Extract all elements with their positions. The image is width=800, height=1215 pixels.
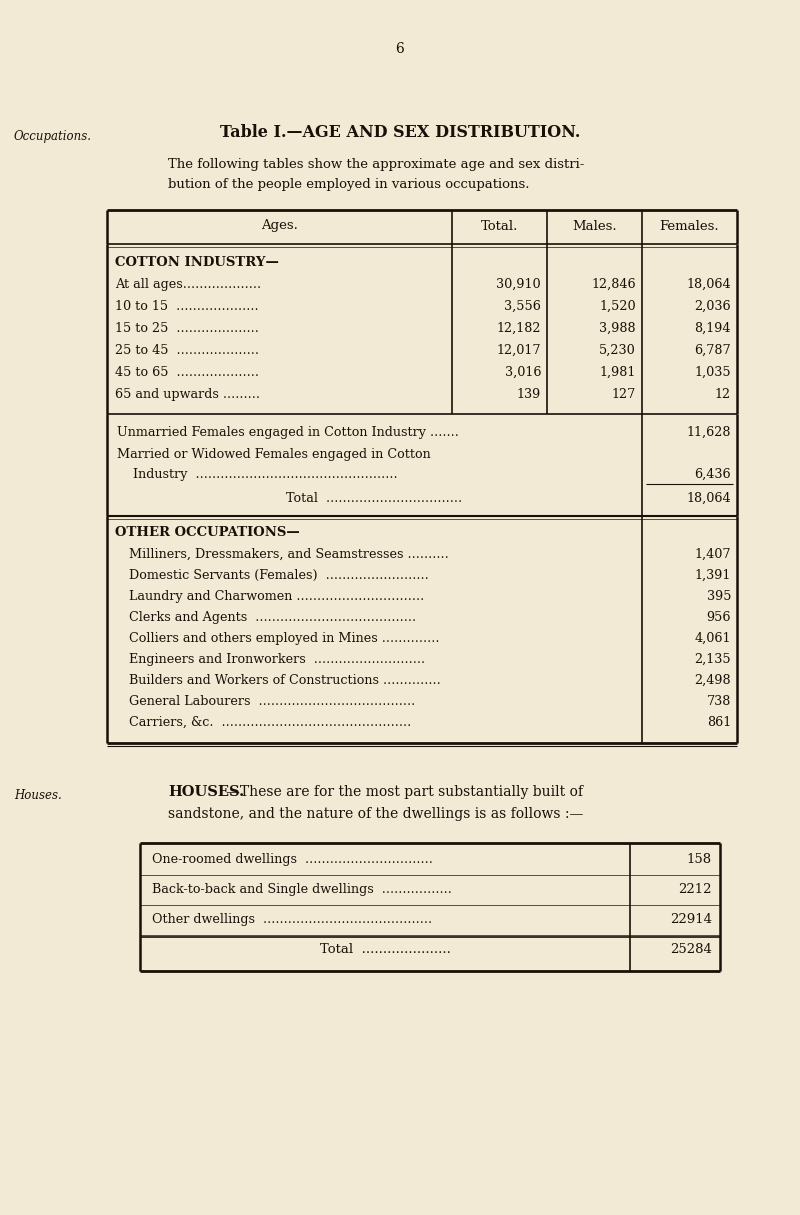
Text: Clerks and Agents  .......................................: Clerks and Agents ......................… xyxy=(129,611,416,625)
Text: 6,787: 6,787 xyxy=(694,344,731,357)
Text: Domestic Servants (Females)  .........................: Domestic Servants (Females) ............… xyxy=(129,569,429,582)
Text: Houses.: Houses. xyxy=(14,789,62,802)
Text: 2,498: 2,498 xyxy=(694,674,731,686)
Text: Industry  .................................................: Industry ...............................… xyxy=(117,468,398,481)
Text: 12,846: 12,846 xyxy=(591,278,636,292)
Text: Other dwellings  .........................................: Other dwellings ........................… xyxy=(152,912,432,926)
Text: 3,016: 3,016 xyxy=(505,366,541,379)
Text: —These are for the most part substantially built of: —These are for the most part substantial… xyxy=(226,785,583,799)
Text: 22914: 22914 xyxy=(670,912,712,926)
Text: 6,436: 6,436 xyxy=(694,468,731,481)
Text: Total  .................................: Total ................................. xyxy=(286,492,462,505)
Text: Engineers and Ironworkers  ...........................: Engineers and Ironworkers ..............… xyxy=(129,652,425,666)
Text: 8,194: 8,194 xyxy=(694,322,731,335)
Text: 11,628: 11,628 xyxy=(686,426,731,439)
Text: 3,988: 3,988 xyxy=(599,322,636,335)
Text: 1,407: 1,407 xyxy=(694,548,731,561)
Text: General Labourers  ......................................: General Labourers ......................… xyxy=(129,695,415,708)
Text: 5,230: 5,230 xyxy=(599,344,636,357)
Text: bution of the people employed in various occupations.: bution of the people employed in various… xyxy=(168,179,530,191)
Text: Carriers, &c.  ..............................................: Carriers, &c. ..........................… xyxy=(129,716,411,729)
Text: 3,556: 3,556 xyxy=(504,300,541,313)
Text: 30,910: 30,910 xyxy=(496,278,541,292)
Text: 861: 861 xyxy=(706,716,731,729)
Text: One-roomed dwellings  ...............................: One-roomed dwellings ...................… xyxy=(152,853,433,866)
Text: OTHER OCCUPATIONS—: OTHER OCCUPATIONS— xyxy=(115,526,300,539)
Text: Married or Widowed Females engaged in Cotton: Married or Widowed Females engaged in Co… xyxy=(117,448,430,460)
Text: Builders and Workers of Constructions ..............: Builders and Workers of Constructions ..… xyxy=(129,674,441,686)
Text: 2,135: 2,135 xyxy=(694,652,731,666)
Text: Females.: Females. xyxy=(660,220,719,232)
Text: COTTON INDUSTRY—: COTTON INDUSTRY— xyxy=(115,256,279,269)
Text: 956: 956 xyxy=(706,611,731,625)
Text: 25 to 45  ....................: 25 to 45 .................... xyxy=(115,344,259,357)
Text: 395: 395 xyxy=(706,590,731,603)
Text: 127: 127 xyxy=(612,388,636,401)
Text: 738: 738 xyxy=(706,695,731,708)
Text: 1,035: 1,035 xyxy=(694,366,731,379)
Text: sandstone, and the nature of the dwellings is as follows :—: sandstone, and the nature of the dwellin… xyxy=(168,807,583,821)
Text: Occupations.: Occupations. xyxy=(14,130,92,143)
Text: 12,182: 12,182 xyxy=(497,322,541,335)
Text: 139: 139 xyxy=(517,388,541,401)
Text: 2212: 2212 xyxy=(678,883,712,895)
Text: 1,391: 1,391 xyxy=(694,569,731,582)
Text: Unmarried Females engaged in Cotton Industry .......: Unmarried Females engaged in Cotton Indu… xyxy=(117,426,459,439)
Text: At all ages...................: At all ages................... xyxy=(115,278,261,292)
Text: 12,017: 12,017 xyxy=(497,344,541,357)
Text: The following tables show the approximate age and sex distri-: The following tables show the approximat… xyxy=(168,158,584,171)
Text: 25284: 25284 xyxy=(670,943,712,956)
Text: 2,036: 2,036 xyxy=(694,300,731,313)
Text: Total.: Total. xyxy=(481,220,518,232)
Text: Back-to-back and Single dwellings  .................: Back-to-back and Single dwellings ......… xyxy=(152,883,452,895)
Text: Colliers and others employed in Mines ..............: Colliers and others employed in Mines ..… xyxy=(129,632,439,645)
Text: 4,061: 4,061 xyxy=(694,632,731,645)
Text: 1,520: 1,520 xyxy=(599,300,636,313)
Text: 15 to 25  ....................: 15 to 25 .................... xyxy=(115,322,259,335)
Text: Males.: Males. xyxy=(572,220,617,232)
Text: HOUSES.: HOUSES. xyxy=(168,785,244,799)
Text: Laundry and Charwomen ...............................: Laundry and Charwomen ..................… xyxy=(129,590,424,603)
Text: 18,064: 18,064 xyxy=(686,278,731,292)
Text: 1,981: 1,981 xyxy=(600,366,636,379)
Text: Total  .....................: Total ..................... xyxy=(319,943,450,956)
Text: Milliners, Dressmakers, and Seamstresses ..........: Milliners, Dressmakers, and Seamstresses… xyxy=(129,548,449,561)
Text: 10 to 15  ....................: 10 to 15 .................... xyxy=(115,300,258,313)
Text: Table I.—AGE AND SEX DISTRIBUTION.: Table I.—AGE AND SEX DISTRIBUTION. xyxy=(220,124,580,141)
Text: 12: 12 xyxy=(715,388,731,401)
Text: 45 to 65  ....................: 45 to 65 .................... xyxy=(115,366,259,379)
Text: 18,064: 18,064 xyxy=(686,492,731,505)
Text: Ages.: Ages. xyxy=(261,220,298,232)
Text: 6: 6 xyxy=(396,43,404,56)
Text: 65 and upwards .........: 65 and upwards ......... xyxy=(115,388,260,401)
Text: 158: 158 xyxy=(687,853,712,866)
